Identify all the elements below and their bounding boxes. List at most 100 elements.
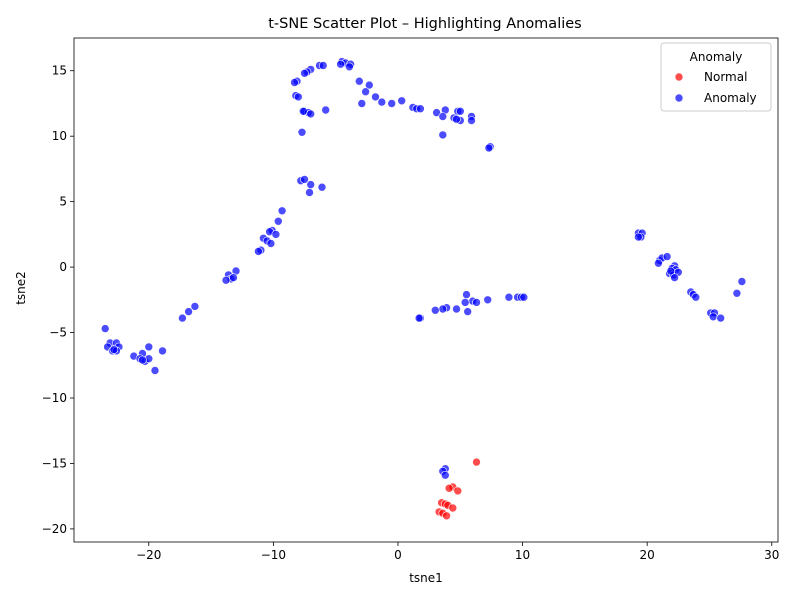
points-layer bbox=[100, 57, 747, 521]
y-axis-label: tsne2 bbox=[14, 271, 28, 305]
x-tick-label: −20 bbox=[136, 548, 161, 562]
data-point-normal bbox=[448, 503, 458, 513]
data-point-anomaly bbox=[318, 61, 328, 70]
data-point-anomaly bbox=[364, 80, 374, 90]
data-point-normal bbox=[442, 511, 451, 521]
data-point-anomaly bbox=[377, 97, 387, 107]
data-point-anomaly bbox=[472, 298, 481, 307]
data-point-anomaly bbox=[297, 128, 307, 137]
chart-title: t-SNE Scatter Plot – Highlighting Anomal… bbox=[268, 16, 581, 32]
data-point-anomaly bbox=[460, 298, 470, 307]
data-point-anomaly bbox=[345, 62, 354, 72]
y-tick-label: 10 bbox=[52, 129, 67, 143]
data-point-anomaly bbox=[670, 273, 679, 282]
data-point-anomaly bbox=[298, 107, 308, 116]
y-tick-label: 15 bbox=[52, 64, 67, 78]
data-point-anomaly bbox=[416, 104, 425, 113]
data-point-anomaly bbox=[321, 105, 331, 115]
data-point-anomaly bbox=[361, 87, 370, 96]
data-point-anomaly bbox=[190, 302, 200, 311]
data-point-anomaly bbox=[300, 69, 309, 78]
data-point-anomaly bbox=[455, 107, 465, 116]
data-point-anomaly bbox=[336, 59, 345, 69]
x-tick-label: 30 bbox=[764, 548, 779, 562]
legend-label-normal: Normal bbox=[704, 70, 747, 84]
data-point-anomaly bbox=[397, 96, 407, 106]
data-point-anomaly bbox=[138, 355, 147, 365]
data-point-anomaly bbox=[737, 277, 747, 286]
x-tick-label: −10 bbox=[261, 548, 286, 562]
y-tick-label: −20 bbox=[42, 522, 67, 536]
y-tick-label: −15 bbox=[42, 456, 67, 470]
data-point-anomaly bbox=[662, 252, 672, 261]
data-point-anomaly bbox=[430, 305, 440, 315]
data-point-anomaly bbox=[293, 92, 303, 102]
data-point-anomaly bbox=[452, 114, 461, 124]
data-point-anomaly bbox=[100, 324, 110, 333]
data-point-anomaly bbox=[184, 307, 193, 316]
data-point-anomaly bbox=[387, 99, 397, 108]
data-point-anomaly bbox=[354, 76, 364, 86]
data-point-anomaly bbox=[504, 292, 514, 302]
data-point-anomaly bbox=[221, 275, 231, 285]
legend-box bbox=[660, 42, 772, 112]
y-tick-label: 5 bbox=[59, 195, 67, 209]
data-point-anomaly bbox=[150, 366, 160, 375]
data-point-anomaly bbox=[452, 304, 461, 314]
data-point-anomaly bbox=[438, 304, 448, 314]
data-point-normal bbox=[453, 486, 463, 496]
data-point-anomaly bbox=[178, 313, 187, 323]
data-point-anomaly bbox=[483, 295, 493, 305]
data-point-anomaly bbox=[371, 92, 380, 102]
legend-title: Anomaly bbox=[690, 50, 743, 64]
x-tick-label: 10 bbox=[515, 548, 530, 562]
y-tick-label: −5 bbox=[49, 326, 67, 340]
y-tick-label: −10 bbox=[42, 391, 67, 405]
data-point-anomaly bbox=[484, 143, 494, 153]
data-point-anomaly bbox=[273, 217, 283, 226]
data-point-anomaly bbox=[158, 346, 167, 356]
data-point-anomaly bbox=[317, 182, 327, 192]
data-point-anomaly bbox=[144, 342, 154, 352]
data-point-anomaly bbox=[467, 116, 476, 125]
data-point-anomaly bbox=[254, 247, 263, 256]
x-tick-label: 20 bbox=[640, 548, 655, 562]
data-point-anomaly bbox=[229, 273, 238, 282]
legend-marker-anomaly bbox=[674, 93, 684, 103]
data-point-anomaly bbox=[691, 292, 701, 302]
legend-marker-normal bbox=[674, 72, 684, 82]
data-point-anomaly bbox=[654, 258, 663, 268]
data-point-anomaly bbox=[305, 188, 314, 197]
data-point-normal bbox=[444, 483, 454, 493]
data-point-anomaly bbox=[708, 312, 718, 322]
data-point-anomaly bbox=[462, 290, 471, 299]
data-point-anomaly bbox=[440, 470, 450, 480]
x-tick-label: 0 bbox=[394, 548, 402, 562]
data-point-anomaly bbox=[438, 112, 448, 121]
data-point-anomaly bbox=[306, 180, 316, 189]
data-point-anomaly bbox=[438, 130, 448, 140]
data-point-anomaly bbox=[300, 175, 309, 184]
data-point-anomaly bbox=[432, 108, 441, 117]
data-point-anomaly bbox=[266, 239, 276, 248]
data-point-anomaly bbox=[271, 230, 281, 239]
data-point-anomaly bbox=[716, 313, 726, 323]
data-point-anomaly bbox=[357, 99, 367, 108]
data-point-anomaly bbox=[414, 313, 424, 323]
plot-frame bbox=[73, 37, 779, 543]
data-point-anomaly bbox=[732, 288, 742, 298]
data-point-anomaly bbox=[463, 307, 473, 316]
data-point-anomaly bbox=[277, 206, 287, 216]
x-axis-label: tsne1 bbox=[409, 571, 443, 585]
data-point-anomaly bbox=[290, 78, 299, 87]
data-point-normal bbox=[472, 457, 481, 467]
data-point-anomaly bbox=[519, 292, 529, 302]
legend: Anomaly Normal Anomaly bbox=[660, 42, 772, 112]
legend-label-anomaly: Anomaly bbox=[704, 91, 757, 105]
y-axis-ticks: −20 −15 −10 −5 0 5 10 15 bbox=[42, 64, 74, 536]
y-tick-label: 0 bbox=[59, 260, 67, 274]
data-point-anomaly bbox=[634, 232, 643, 242]
data-point-anomaly bbox=[109, 345, 119, 354]
x-axis-ticks: −20 −10 0 10 20 30 bbox=[136, 542, 779, 562]
